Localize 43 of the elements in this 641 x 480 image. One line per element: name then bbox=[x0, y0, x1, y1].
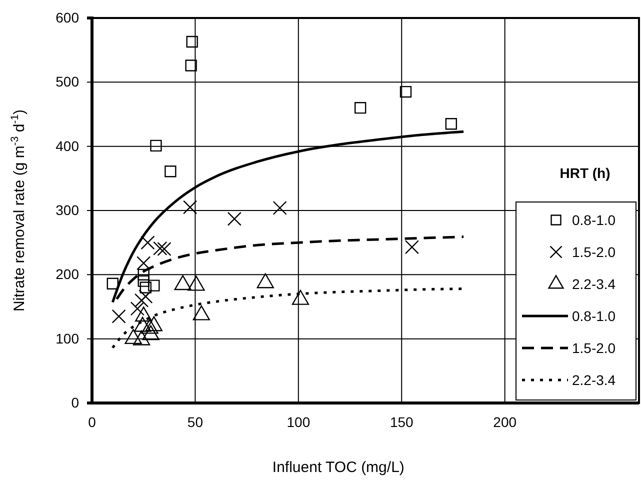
point bbox=[112, 309, 126, 324]
point bbox=[136, 256, 151, 270]
point bbox=[140, 282, 152, 294]
point bbox=[186, 36, 198, 48]
point bbox=[272, 200, 287, 215]
legend-label: 2.2-3.4 bbox=[572, 372, 616, 388]
y-tick-label: 400 bbox=[56, 138, 80, 154]
point bbox=[157, 242, 172, 256]
legend-label: 2.2-3.4 bbox=[572, 276, 616, 292]
x-axis-title: Influent TOC (mg/L) bbox=[272, 459, 404, 476]
point bbox=[140, 236, 155, 250]
y-tick-label: 500 bbox=[56, 74, 80, 90]
x-tick-label: 150 bbox=[390, 414, 414, 430]
point bbox=[106, 278, 118, 290]
point bbox=[185, 60, 197, 72]
point bbox=[153, 241, 168, 256]
point bbox=[400, 86, 412, 98]
legend-label: 0.8-1.0 bbox=[572, 308, 616, 324]
x-tick-label: 0 bbox=[88, 414, 96, 430]
point bbox=[445, 118, 458, 130]
y-tick-label: 600 bbox=[56, 9, 80, 26]
point bbox=[354, 102, 366, 114]
legend-label: 1.5-2.0 bbox=[572, 340, 616, 356]
legend-label: 1.5-2.0 bbox=[572, 244, 616, 260]
y-tick-label: 200 bbox=[56, 266, 80, 282]
x-tick-label: 50 bbox=[187, 414, 204, 430]
point bbox=[404, 240, 419, 254]
point bbox=[164, 166, 176, 178]
point bbox=[150, 140, 162, 152]
legend-label: 0.8-1.0 bbox=[572, 212, 616, 228]
point bbox=[134, 293, 149, 308]
y-tick-label: 300 bbox=[56, 202, 80, 218]
x-tick-label: 200 bbox=[493, 414, 517, 430]
point bbox=[138, 289, 153, 304]
point bbox=[138, 268, 150, 281]
y-tick-label: 100 bbox=[56, 330, 80, 346]
x-tick-label: 100 bbox=[286, 414, 310, 430]
point bbox=[138, 275, 150, 287]
point bbox=[183, 200, 198, 214]
legend-title: HRT (h) bbox=[560, 165, 610, 181]
y-tick-label: 0 bbox=[71, 394, 80, 410]
point bbox=[227, 212, 242, 226]
point bbox=[148, 280, 160, 292]
